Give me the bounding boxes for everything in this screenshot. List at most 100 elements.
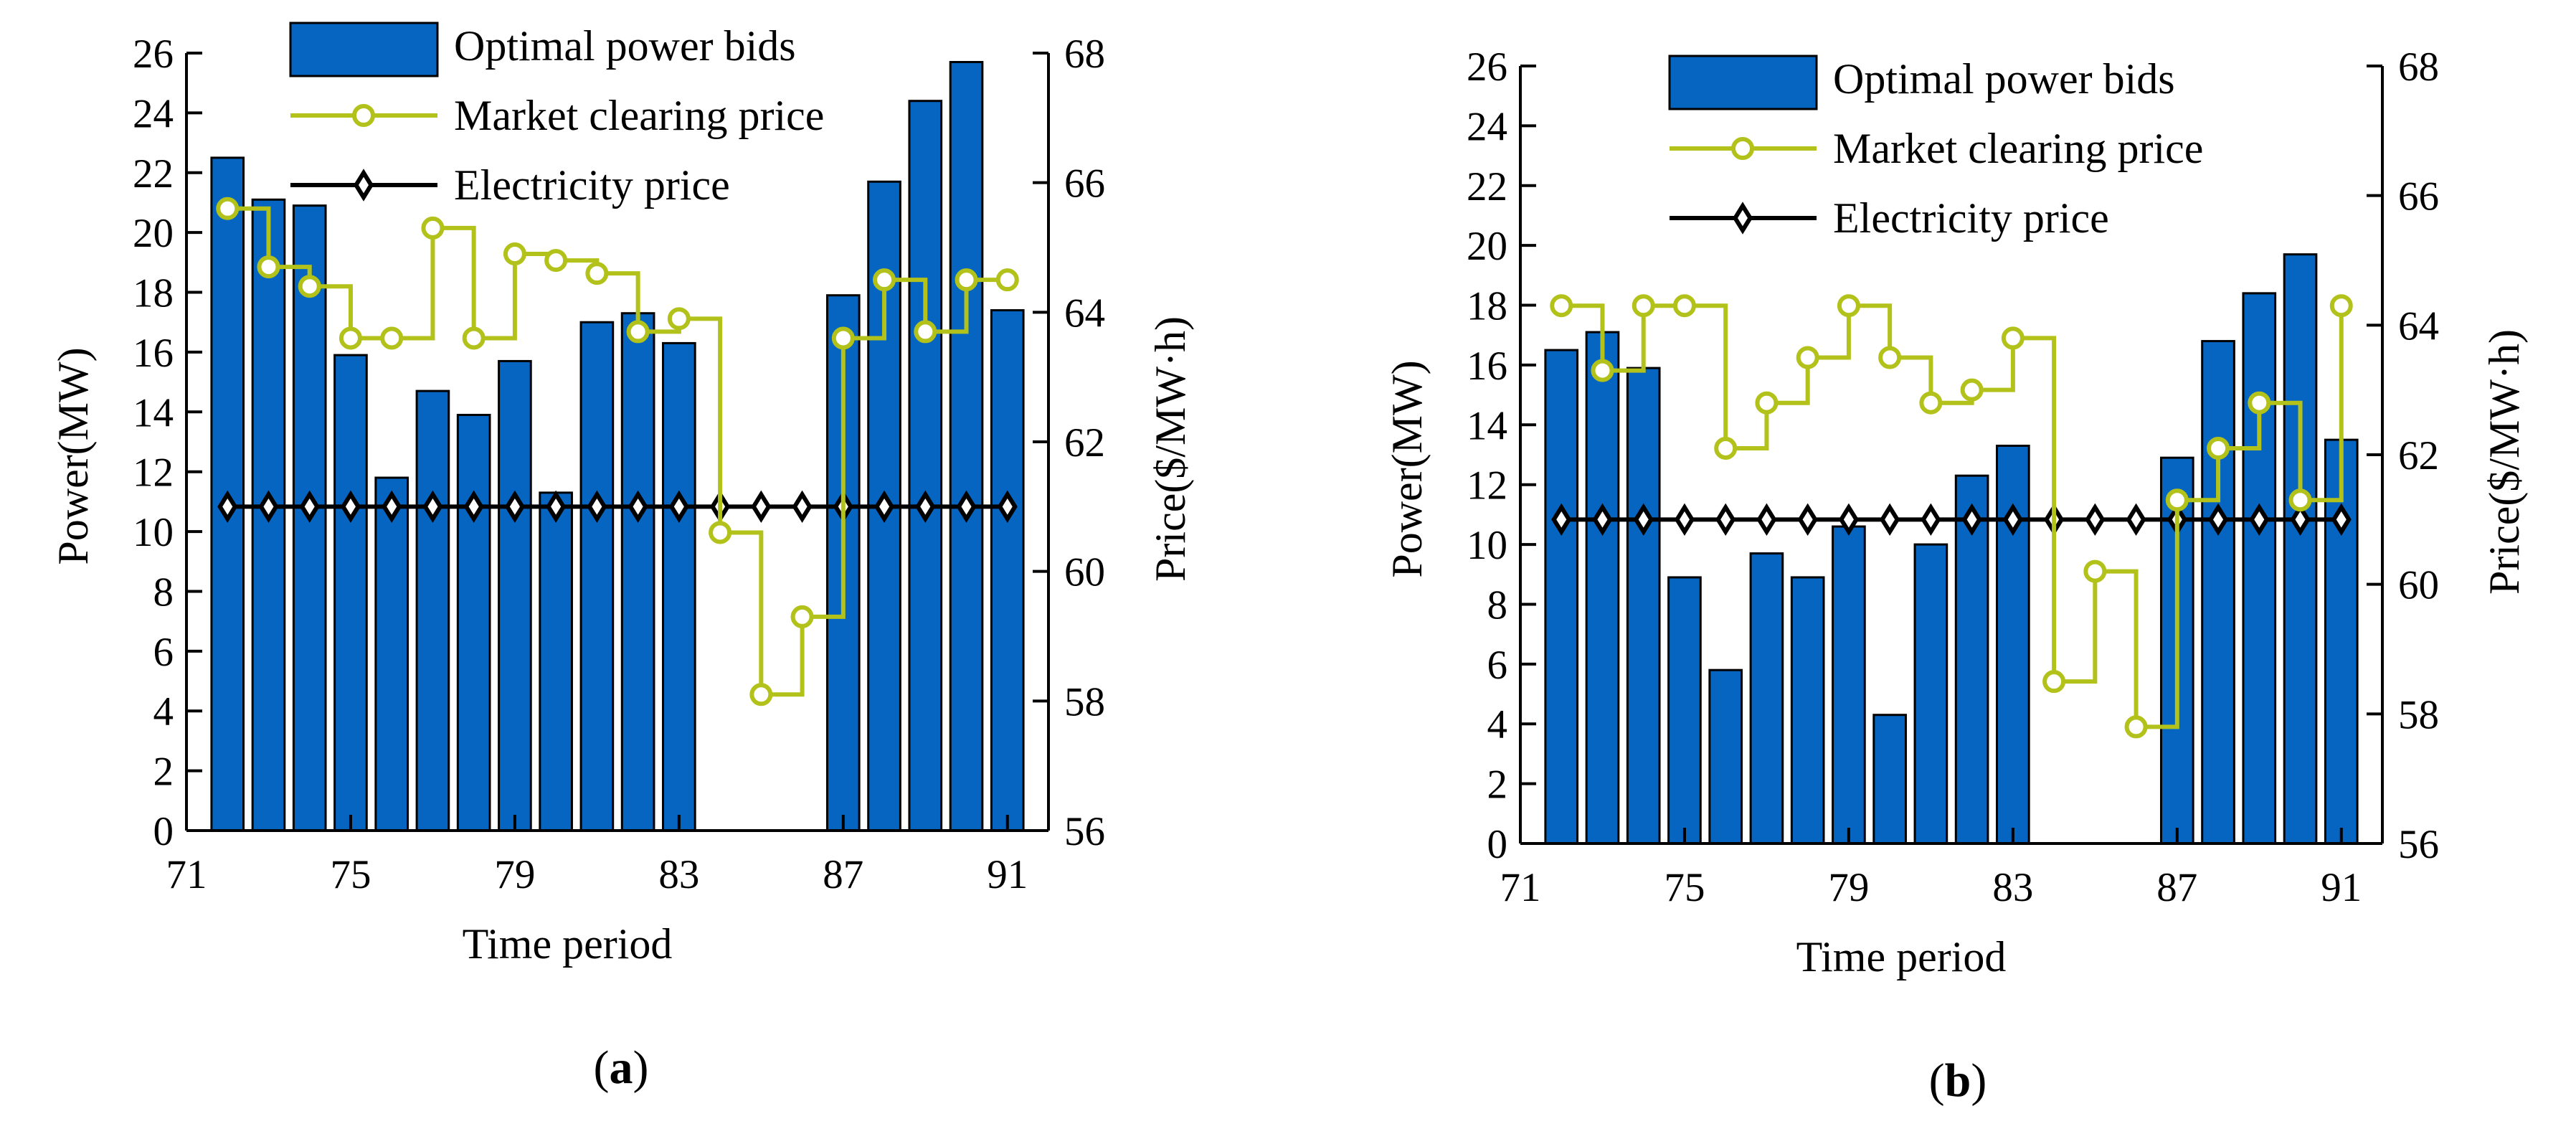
bar-b-80 — [1872, 714, 1907, 845]
electricity-price-marker — [1880, 503, 1900, 537]
electricity-price-marker — [258, 490, 279, 524]
electricity-price-marker — [2290, 503, 2311, 537]
y-axis-label-left: Power(MW) — [49, 347, 97, 564]
bar-a-91 — [990, 309, 1025, 832]
y-tick-label: 6 — [153, 630, 174, 675]
x-tick-label: 75 — [1664, 865, 1705, 910]
market-clearing-price-marker — [1837, 294, 1860, 318]
market-clearing-price-marker — [749, 683, 773, 706]
electricity-price-marker — [1756, 503, 1777, 537]
market-clearing-price-marker — [1672, 294, 1696, 318]
x-tick-label: 83 — [658, 852, 699, 897]
bar-b-74 — [1626, 367, 1661, 845]
bar-a-80 — [539, 491, 573, 832]
x-tick-label: 79 — [494, 852, 535, 897]
market-clearing-price-marker — [1550, 294, 1573, 318]
market-clearing-price-marker — [1755, 391, 1779, 415]
electricity-price-marker — [1961, 503, 1982, 537]
bar-b-79 — [1832, 525, 1866, 845]
market-clearing-price-marker — [995, 268, 1019, 292]
market-clearing-price-marker — [1632, 294, 1655, 318]
electricity-price-marker — [299, 490, 320, 524]
y-tick-label: 10 — [133, 510, 174, 555]
market-clearing-price-marker — [2042, 670, 2066, 694]
market-clearing-price-marker — [1960, 378, 1984, 402]
market-clearing-price-marker — [2288, 488, 2312, 512]
y-tick-label: 2 — [1487, 762, 1508, 808]
x-tick-label: 91 — [987, 852, 1028, 897]
y-tick-label: 16 — [1467, 344, 1507, 389]
x-tick-label: 87 — [823, 852, 863, 897]
market-clearing-price-marker — [873, 268, 896, 292]
market-clearing-price-marker — [1591, 359, 1614, 382]
bar-a-79 — [498, 359, 532, 832]
legend-label: Optimal power bids — [454, 22, 796, 70]
electricity-price-marker — [340, 490, 361, 524]
electricity-price-marker — [915, 490, 936, 524]
legend-elec-marker — [1732, 202, 1753, 235]
y2-tick-label: 64 — [2398, 303, 2439, 349]
market-clearing-price-marker — [503, 242, 526, 266]
market-clearing-price-marker — [2124, 715, 2148, 739]
bar-b-72 — [1544, 349, 1579, 845]
electricity-price-marker — [2207, 503, 2229, 537]
bar-a-81 — [579, 321, 615, 832]
bar-b-88 — [2201, 340, 2235, 845]
market-clearing-price-marker — [2165, 488, 2189, 512]
bar-a-90 — [949, 61, 984, 832]
y2-tick-label: 68 — [1064, 32, 1105, 77]
bar-a-82 — [620, 312, 655, 832]
y-tick-label: 12 — [1467, 463, 1507, 509]
bar-a-78 — [456, 413, 491, 832]
market-clearing-price-marker — [709, 521, 732, 544]
bar-a-83 — [662, 341, 696, 832]
bar-a-89 — [908, 100, 943, 832]
electricity-price-marker — [2331, 503, 2352, 537]
y2-tick-label: 60 — [2398, 563, 2439, 608]
market-clearing-price-marker — [298, 275, 321, 298]
legend-label: Optimal power bids — [1833, 55, 2175, 103]
x-tick-label: 71 — [1500, 865, 1541, 910]
x-tick-label: 71 — [166, 852, 207, 897]
legend-bar-swatch — [289, 22, 439, 77]
market-clearing-price-marker — [914, 320, 937, 344]
y-tick-label: 16 — [133, 331, 174, 376]
electricity-price-marker — [668, 490, 689, 524]
y-tick-label: 18 — [1467, 284, 1507, 329]
electricity-price-marker — [1633, 503, 1654, 537]
legend-label: Market clearing price — [1833, 125, 2203, 172]
electricity-price-marker — [422, 490, 443, 524]
market-clearing-price-marker — [380, 326, 404, 350]
x-tick-label: 83 — [1992, 865, 2033, 910]
electricity-price-marker — [997, 490, 1018, 524]
electricity-price-marker — [382, 490, 402, 524]
market-clearing-price-marker — [1714, 436, 1738, 460]
y2-tick-label: 64 — [1064, 290, 1105, 336]
panel-caption: (a) — [594, 1041, 649, 1094]
y-tick-label: 14 — [133, 390, 174, 435]
legend: Optimal power bids Market clearing price E… — [1668, 55, 2203, 242]
x-tick-label: 91 — [2321, 865, 2362, 910]
market-clearing-price-marker — [790, 605, 814, 628]
y2-tick-label: 62 — [2398, 433, 2439, 478]
x-tick-label: 75 — [330, 852, 371, 897]
market-clearing-price-marker — [216, 197, 240, 220]
electricity-price-marker — [1674, 503, 1695, 537]
bar-b-73 — [1585, 331, 1620, 845]
electricity-price-marker — [628, 490, 648, 524]
electricity-price-marker — [1551, 503, 1572, 537]
y-tick-label: 20 — [133, 211, 174, 256]
legend-label: Electricity price — [454, 161, 730, 209]
market-clearing-price-marker — [831, 326, 855, 350]
market-clearing-price-marker — [2207, 436, 2230, 460]
y2-tick-label: 66 — [2398, 174, 2439, 219]
market-clearing-price-marker — [955, 268, 978, 292]
y2-tick-label: 62 — [1064, 420, 1105, 465]
y-tick-label: 12 — [133, 450, 174, 496]
legend: Optimal power bids Market clearing price E… — [289, 22, 824, 209]
bar-b-77 — [1749, 552, 1784, 845]
x-axis-label: Time period — [463, 920, 673, 968]
y-axis-label-left: Power(MW) — [1383, 360, 1431, 577]
y2-tick-label: 58 — [2398, 692, 2439, 737]
